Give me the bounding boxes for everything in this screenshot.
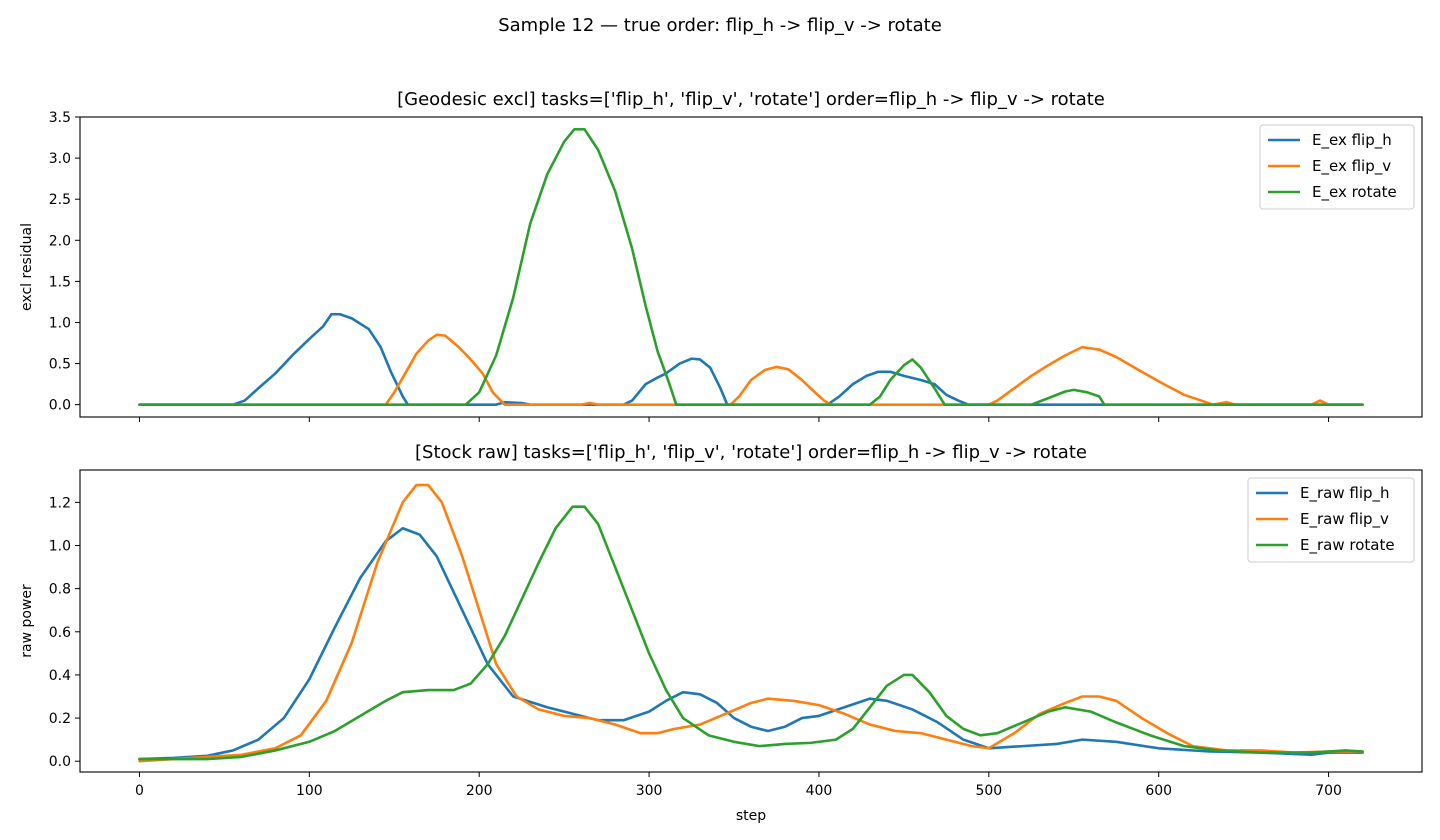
excl-ytick-label-4: 2.0: [49, 233, 71, 249]
legend-label-e-ex-flip-v: E_ex flip_v: [1312, 157, 1391, 176]
excl-axes-frame: [79, 116, 1423, 418]
raw-y-axis-label: raw power: [19, 584, 35, 658]
series-line-e-raw-flip-v: [138, 483, 1364, 763]
series-line-e-ex-flip-v: [138, 333, 1364, 406]
raw-xtick-label-500: 500: [975, 783, 1002, 799]
series-line-e-raw-flip-h: [138, 526, 1364, 761]
raw-ytick-label-3: 0.6: [49, 625, 71, 641]
raw-axes-frame: [79, 469, 1423, 773]
raw-legend: E_raw flip_h E_raw flip_v E_raw rotate: [1247, 477, 1415, 563]
excl-ytick-label-1: 0.5: [49, 357, 71, 373]
raw-ytick-label-1: 0.2: [49, 711, 71, 727]
figure-suptitle: Sample 12 — true order: flip_h -> flip_v…: [498, 15, 942, 36]
raw-axes-title: [Stock raw] tasks=['flip_h', 'flip_v', '…: [415, 442, 1087, 463]
raw-ytick-label-2: 0.4: [49, 668, 71, 684]
raw-xtick-label-200: 200: [466, 783, 493, 799]
legend-label-e-raw-rotate: E_raw rotate: [1300, 536, 1395, 555]
raw-ytick-label-4: 0.8: [49, 582, 71, 598]
raw-xtick-label-700: 700: [1315, 783, 1342, 799]
series-line-e-ex-rotate: [138, 128, 1364, 406]
raw-xtick-label-300: 300: [636, 783, 663, 799]
excl-ytick-label-5: 2.5: [49, 192, 71, 208]
raw-xtick-label-600: 600: [1145, 783, 1172, 799]
raw-xtick-label-400: 400: [806, 783, 833, 799]
geodesic-excl-axes: [Geodesic excl] tasks=['flip_h', 'flip_v…: [19, 89, 1423, 422]
excl-y-axis-label: excl residual: [19, 223, 35, 311]
raw-xtick-label-0: 0: [135, 783, 144, 799]
excl-ytick-label-2: 1.0: [49, 315, 71, 331]
excl-ytick-label-7: 3.5: [49, 110, 71, 126]
series-line-e-ex-flip-h: [138, 312, 1364, 406]
excl-ytick-label-6: 3.0: [49, 151, 71, 167]
stock-raw-axes: [Stock raw] tasks=['flip_h', 'flip_v', '…: [19, 442, 1423, 824]
excl-axes-title: [Geodesic excl] tasks=['flip_h', 'flip_v…: [397, 89, 1105, 110]
raw-ytick-label-5: 1.0: [49, 539, 71, 555]
raw-series-group: [138, 483, 1364, 763]
legend-label-e-ex-flip-h: E_ex flip_h: [1312, 131, 1392, 150]
series-line-e-raw-rotate: [138, 505, 1364, 761]
excl-ytick-label-3: 1.5: [49, 274, 71, 290]
excl-series-group: [138, 128, 1364, 406]
legend-label-e-ex-rotate: E_ex rotate: [1312, 183, 1397, 202]
raw-ytick-label-0: 0.0: [49, 754, 71, 770]
excl-legend-box: [1259, 124, 1415, 210]
raw-ytick-label-6: 1.2: [49, 495, 71, 511]
raw-x-axis-label: step: [736, 808, 766, 824]
raw-legend-box: [1247, 477, 1415, 563]
excl-ytick-label-0: 0.0: [49, 398, 71, 414]
excl-legend: E_ex flip_h E_ex flip_v E_ex rotate: [1259, 124, 1415, 210]
legend-label-e-raw-flip-h: E_raw flip_h: [1300, 484, 1390, 503]
raw-xtick-label-100: 100: [296, 783, 323, 799]
legend-label-e-raw-flip-v: E_raw flip_v: [1300, 510, 1389, 529]
